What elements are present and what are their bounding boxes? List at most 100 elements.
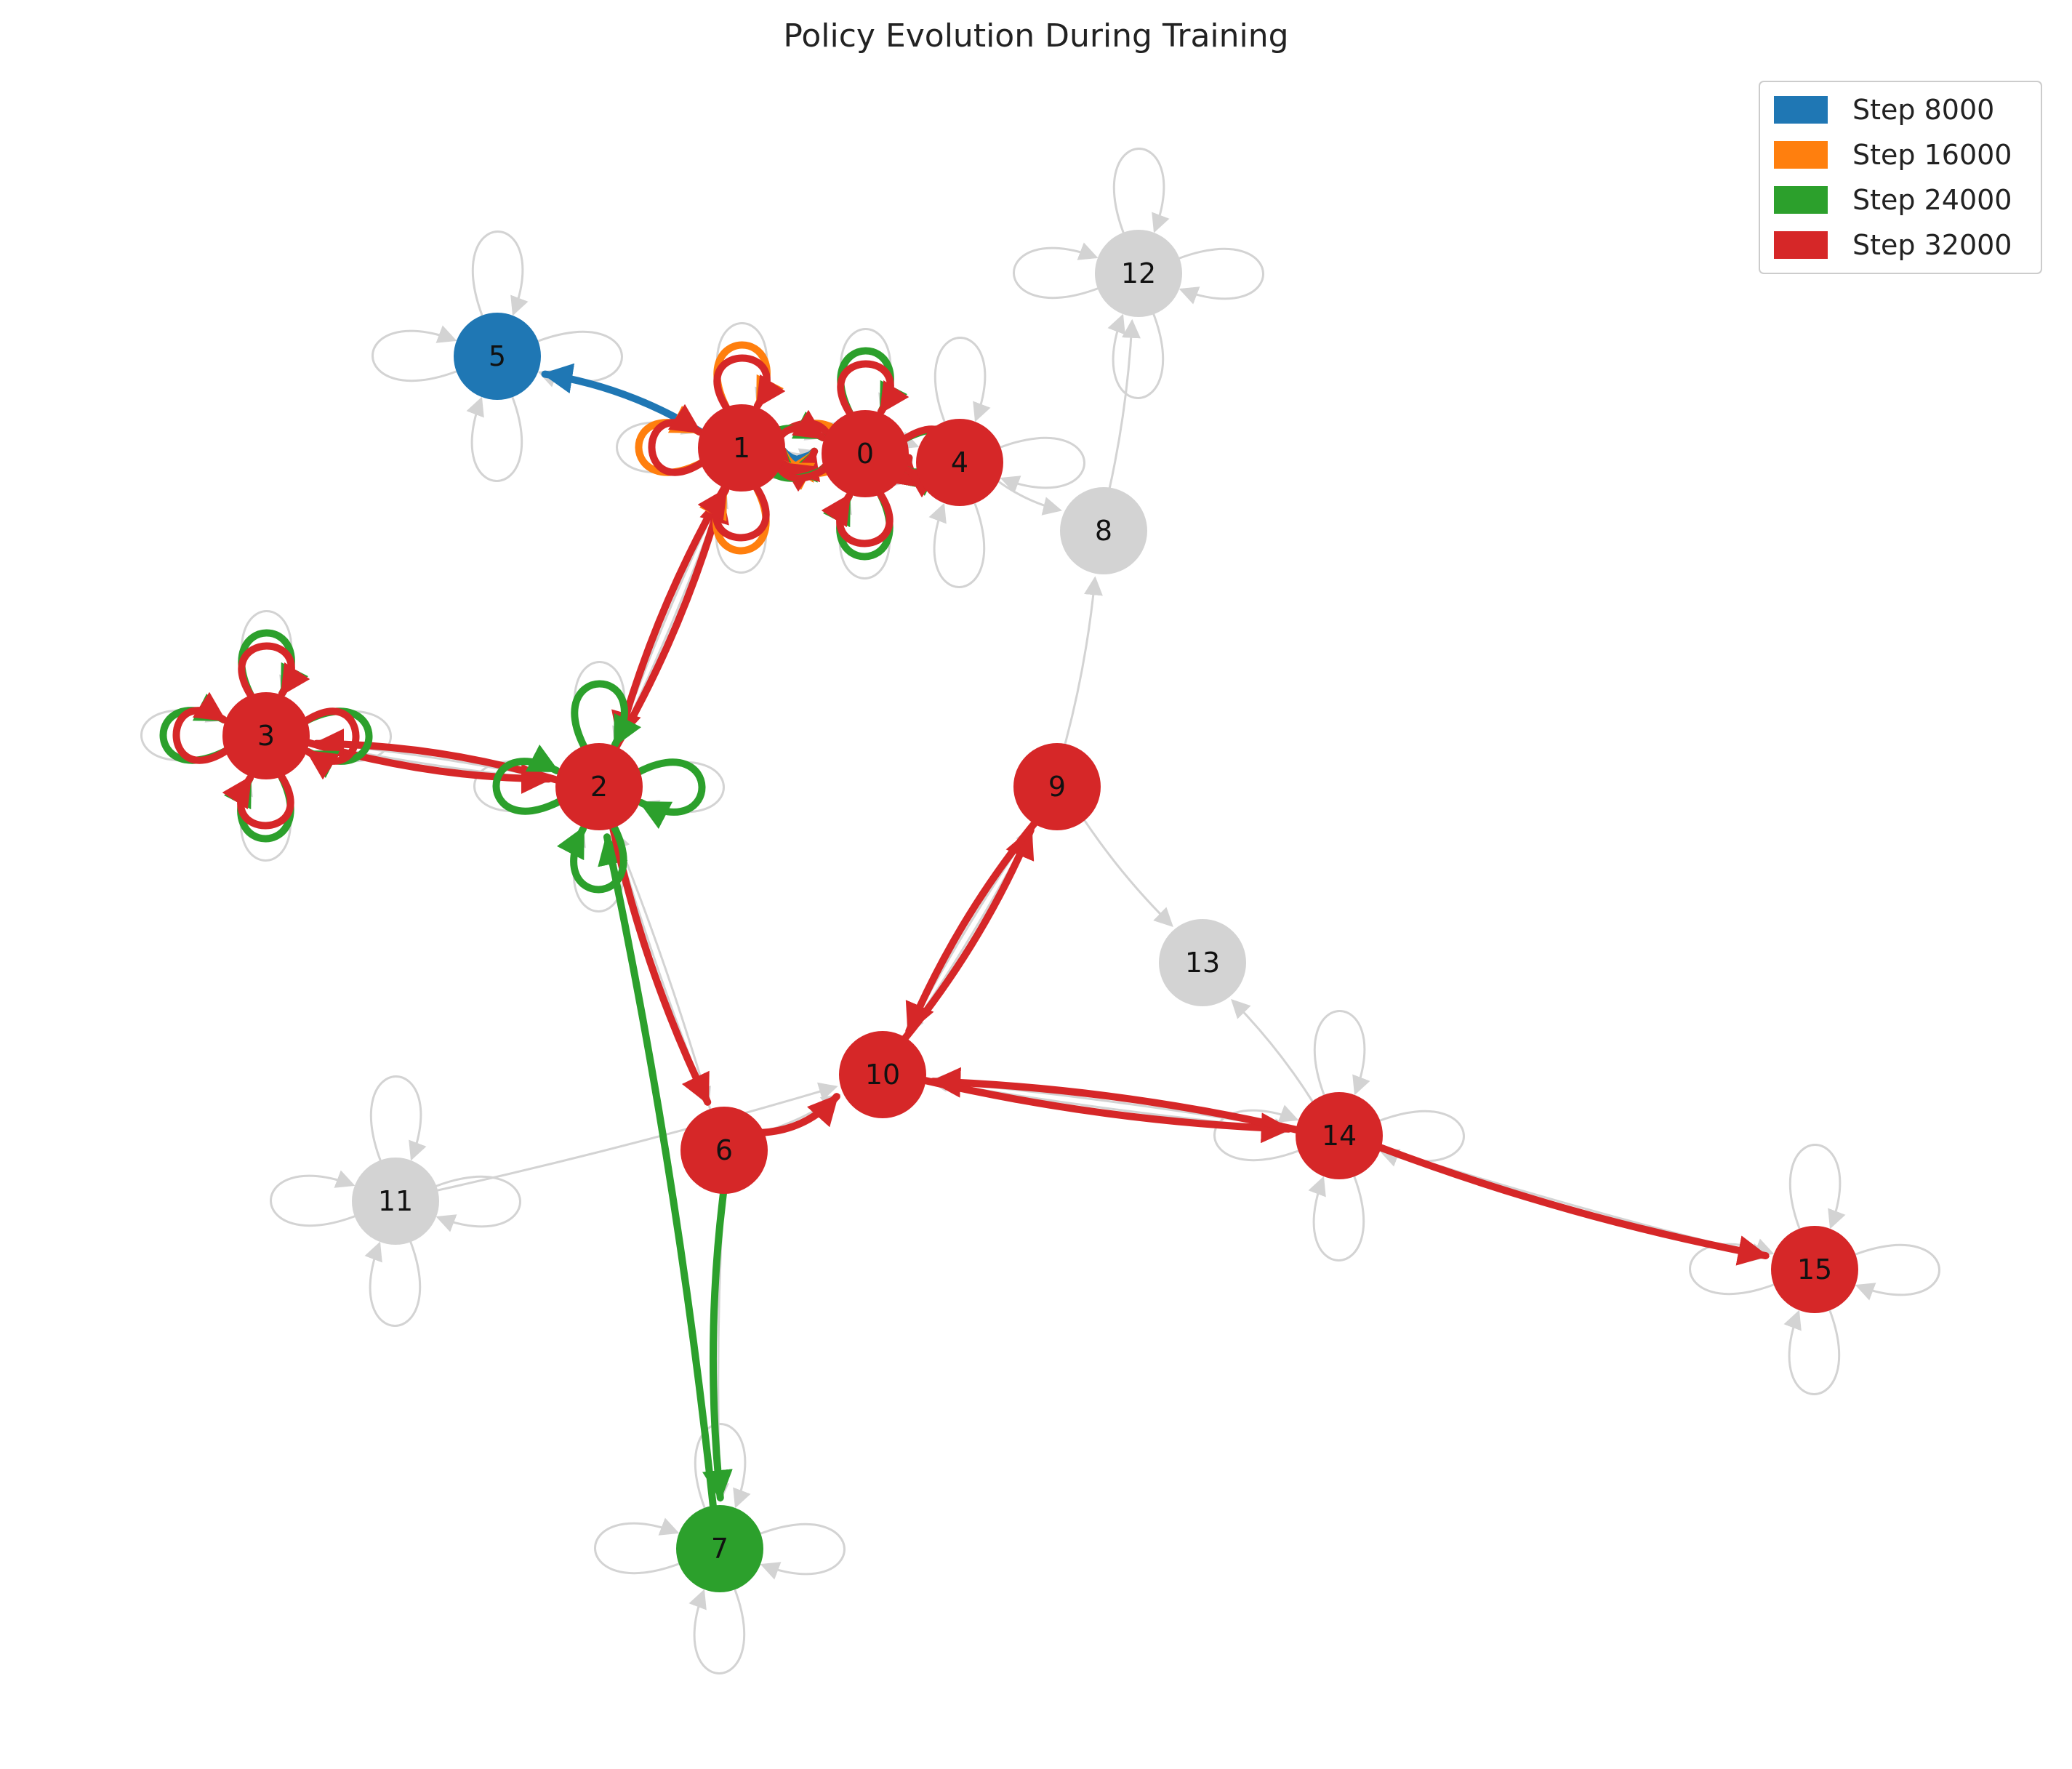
background-self-loop <box>1112 148 1170 235</box>
node-12: 12 <box>1095 230 1182 317</box>
background-self-loop <box>1783 1308 1841 1395</box>
background-edge <box>923 1078 1294 1137</box>
background-self-loop <box>1689 1238 1776 1296</box>
node-label: 10 <box>865 1059 900 1091</box>
policy-edge-6-to-10 <box>757 1093 840 1136</box>
policy-self-loop-2 <box>571 680 642 751</box>
node-4: 4 <box>916 419 1003 506</box>
node-label: 8 <box>1095 515 1112 547</box>
node-circle <box>822 410 909 497</box>
node-label: 4 <box>951 446 968 478</box>
node-3: 3 <box>222 692 310 779</box>
node-label: 9 <box>1048 771 1066 803</box>
node-label: 7 <box>711 1533 728 1565</box>
policy-self-loop-3 <box>172 691 230 764</box>
node-7: 7 <box>676 1505 763 1592</box>
policy-self-loop-2 <box>492 744 563 815</box>
node-11: 11 <box>352 1158 439 1245</box>
background-edge <box>1063 576 1103 747</box>
policy-edges <box>159 341 1770 1512</box>
node-8: 8 <box>1060 487 1147 574</box>
background-self-loop <box>1313 1010 1370 1097</box>
background-self-loop <box>369 1075 427 1163</box>
background-self-loop <box>1013 242 1100 300</box>
background-self-loop <box>466 395 523 482</box>
policy-edge-10-to-14 <box>919 1076 1293 1144</box>
legend-swatch <box>1774 141 1828 169</box>
background-self-loop <box>372 325 459 382</box>
background-edge <box>995 478 1062 516</box>
legend-swatch <box>1774 231 1828 259</box>
background-self-loop <box>1107 312 1165 399</box>
background-self-loop <box>1308 1174 1365 1261</box>
legend-label: Step 24000 <box>1852 184 2012 216</box>
node-circle <box>680 1107 768 1194</box>
node-5: 5 <box>454 313 541 400</box>
policy-self-loop-2 <box>556 822 627 894</box>
background-self-loop <box>1853 1243 1940 1301</box>
node-label: 12 <box>1121 257 1156 289</box>
background-self-loop <box>471 230 529 318</box>
background-self-loop <box>1177 247 1264 305</box>
policy-self-loop-1 <box>648 404 706 476</box>
background-self-loop <box>998 436 1085 494</box>
policy-self-loop-1 <box>713 354 786 412</box>
background-self-loop <box>1213 1104 1301 1162</box>
node-circle <box>676 1505 763 1592</box>
node-1: 1 <box>698 404 785 492</box>
background-edge <box>1378 1145 1770 1262</box>
background-self-loop <box>928 501 986 588</box>
node-label: 6 <box>715 1134 733 1166</box>
node-10: 10 <box>839 1031 926 1118</box>
policy-self-loop-3 <box>302 707 360 780</box>
background-self-loop <box>364 1240 422 1327</box>
background-edge <box>434 1082 838 1192</box>
node-circle <box>839 1031 926 1118</box>
background-self-loop <box>758 1523 846 1580</box>
node-circle <box>698 404 785 492</box>
node-label: 3 <box>257 720 275 752</box>
node-circle <box>1296 1092 1383 1179</box>
node-circle <box>454 313 541 400</box>
node-circle <box>1771 1226 1858 1313</box>
policy-self-loop-0 <box>837 360 909 418</box>
policy-self-loop-3 <box>238 642 310 700</box>
node-circle <box>1060 487 1147 574</box>
node-label: 11 <box>378 1185 413 1217</box>
background-self-loop <box>694 1423 751 1510</box>
node-circle <box>916 419 1003 506</box>
node-label: 5 <box>489 340 506 372</box>
background-edge <box>1231 998 1315 1104</box>
node-circle <box>1095 230 1182 317</box>
node-label: 15 <box>1797 1253 1832 1285</box>
chart-title: Policy Evolution During Training <box>783 17 1288 55</box>
legend-label: Step 16000 <box>1852 139 2012 171</box>
background-self-loop <box>933 337 991 424</box>
legend-swatch <box>1774 186 1828 214</box>
legend-frame <box>1759 81 2042 274</box>
node-label: 1 <box>733 432 750 464</box>
background-self-loop <box>434 1175 521 1232</box>
legend: Step 8000 Step 16000 Step 24000 Step 32000 <box>1759 81 2042 274</box>
background-self-loop <box>270 1170 357 1227</box>
policy-edge-6-to-7 <box>702 1187 733 1501</box>
legend-swatch <box>1774 96 1828 124</box>
policy-self-loop-1 <box>697 484 770 542</box>
node-2: 2 <box>555 743 643 830</box>
policy-edge-9-to-10 <box>905 817 1040 1035</box>
node-label: 13 <box>1185 947 1220 979</box>
node-circle <box>1013 743 1101 830</box>
background-edge <box>928 1073 1299 1132</box>
node-0: 0 <box>822 410 909 497</box>
node-circle <box>555 743 643 830</box>
node-15: 15 <box>1771 1226 1858 1313</box>
node-circle <box>222 692 310 779</box>
policy-edge-14-to-10 <box>929 1067 1303 1134</box>
node-6: 6 <box>680 1107 768 1194</box>
node-14: 14 <box>1296 1092 1383 1179</box>
background-self-loop <box>1788 1144 1846 1231</box>
background-edges <box>140 148 1940 1674</box>
background-self-loop <box>594 1517 681 1575</box>
node-label: 2 <box>590 771 608 803</box>
